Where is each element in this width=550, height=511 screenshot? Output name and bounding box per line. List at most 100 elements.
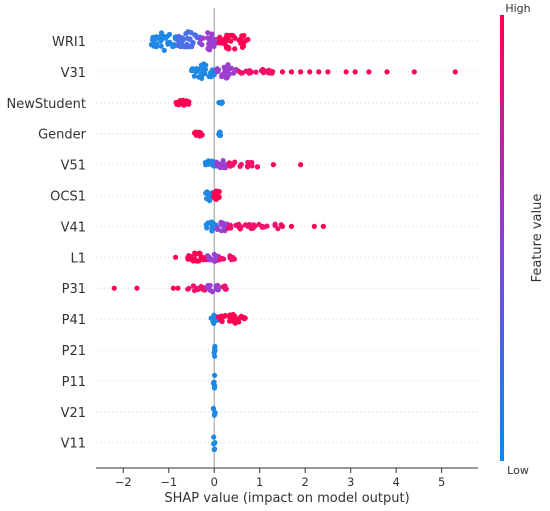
shap-point xyxy=(212,196,218,202)
x-axis-ticks: −2 −1 0 1 2 3 4 5 xyxy=(115,468,445,489)
shap-point xyxy=(212,353,218,359)
shap-point xyxy=(226,71,232,77)
shap-point xyxy=(163,35,169,41)
shap-point xyxy=(227,160,233,166)
x-axis-title: SHAP value (impact on model output) xyxy=(164,491,409,506)
shap-outlier-point xyxy=(170,285,176,291)
feature-label: P11 xyxy=(62,375,86,390)
shap-point xyxy=(211,221,217,227)
shap-point xyxy=(198,71,204,77)
feature-label: V21 xyxy=(61,406,86,421)
feature-label: V51 xyxy=(61,159,86,174)
shap-point xyxy=(206,36,212,42)
colorbar-low-label: Low xyxy=(507,464,529,477)
shap-point xyxy=(219,318,225,325)
shap-point xyxy=(188,254,194,260)
shap-outlier-point xyxy=(270,162,276,168)
shap-point xyxy=(181,102,187,108)
shap-point xyxy=(211,412,217,418)
shap-point xyxy=(175,100,181,106)
shap-outlier-point xyxy=(175,285,181,291)
shap-point xyxy=(203,62,209,68)
shap-outlier-point xyxy=(279,223,286,229)
shap-point xyxy=(248,224,254,230)
shap-point xyxy=(254,164,260,170)
feature-label: NewStudent xyxy=(6,97,86,112)
shap-point xyxy=(224,32,230,38)
x-tick-label: 5 xyxy=(438,475,445,489)
shap-outlier-point xyxy=(111,285,117,291)
x-tick-label: −2 xyxy=(115,475,132,489)
shap-outlier-point xyxy=(173,254,179,260)
shap-point xyxy=(171,42,178,48)
feature-label: P21 xyxy=(62,344,86,359)
shap-outlier-point xyxy=(384,69,390,75)
shap-outlier-point xyxy=(411,69,417,75)
x-tick-label: 3 xyxy=(347,475,354,489)
shap-point xyxy=(209,158,215,164)
shap-point xyxy=(246,70,252,76)
shap-point xyxy=(222,38,229,45)
feature-label: OCS1 xyxy=(50,190,86,205)
shap-point xyxy=(181,44,187,50)
shap-point xyxy=(158,30,165,36)
shap-point xyxy=(221,64,227,70)
shap-point xyxy=(214,226,220,232)
shap-outlier-point xyxy=(343,69,349,75)
row-guides xyxy=(96,40,478,444)
shap-point xyxy=(230,33,236,39)
shap-point xyxy=(222,286,228,292)
shap-point xyxy=(191,73,197,79)
shap-point xyxy=(192,32,198,38)
shap-point xyxy=(209,31,215,37)
shap-point xyxy=(176,33,182,39)
shap-point xyxy=(218,221,224,227)
feature-label: P41 xyxy=(62,313,86,328)
shap-point xyxy=(205,46,211,52)
shap-point xyxy=(228,225,234,231)
shap-point xyxy=(211,385,218,391)
shap-point xyxy=(209,289,215,295)
shap-point xyxy=(180,35,186,42)
shap-point xyxy=(231,256,237,262)
shap-point xyxy=(196,250,202,256)
shap-point xyxy=(211,441,217,447)
shap-point xyxy=(193,130,199,136)
shap-outlier-point xyxy=(352,69,358,75)
shap-point xyxy=(212,343,218,349)
shap-point xyxy=(188,29,194,36)
shap-outlier-point xyxy=(316,69,322,75)
feature-label: P31 xyxy=(62,282,86,297)
feature-label: WRI1 xyxy=(52,35,86,50)
shap-point xyxy=(236,221,242,227)
shap-point xyxy=(232,46,238,52)
shap-point xyxy=(189,67,196,73)
feature-label: V41 xyxy=(61,220,86,235)
shap-outlier-point xyxy=(288,69,295,75)
shap-outlier-point xyxy=(134,285,140,291)
shap-point xyxy=(203,189,210,195)
shap-point xyxy=(238,313,244,319)
shap-point xyxy=(227,253,233,259)
shap-point xyxy=(211,320,217,326)
shap-point xyxy=(175,41,182,47)
feature-label: V11 xyxy=(61,437,86,452)
colorbar-title: Feature value xyxy=(530,194,545,283)
shap-point xyxy=(192,258,198,264)
shap-point xyxy=(221,163,227,169)
shap-point xyxy=(238,70,244,76)
shap-point xyxy=(233,319,240,325)
shap-outlier-point xyxy=(307,69,313,75)
colorbar xyxy=(500,15,504,461)
shap-point xyxy=(161,47,167,54)
shap-point xyxy=(264,68,270,74)
shap-point xyxy=(245,164,251,170)
shap-outlier-point xyxy=(298,162,304,168)
shap-point xyxy=(214,287,220,293)
shap-point xyxy=(185,35,191,42)
shap-point xyxy=(186,101,192,107)
shap-point xyxy=(215,68,221,75)
shap-point xyxy=(217,314,223,320)
shap-point xyxy=(247,160,253,166)
